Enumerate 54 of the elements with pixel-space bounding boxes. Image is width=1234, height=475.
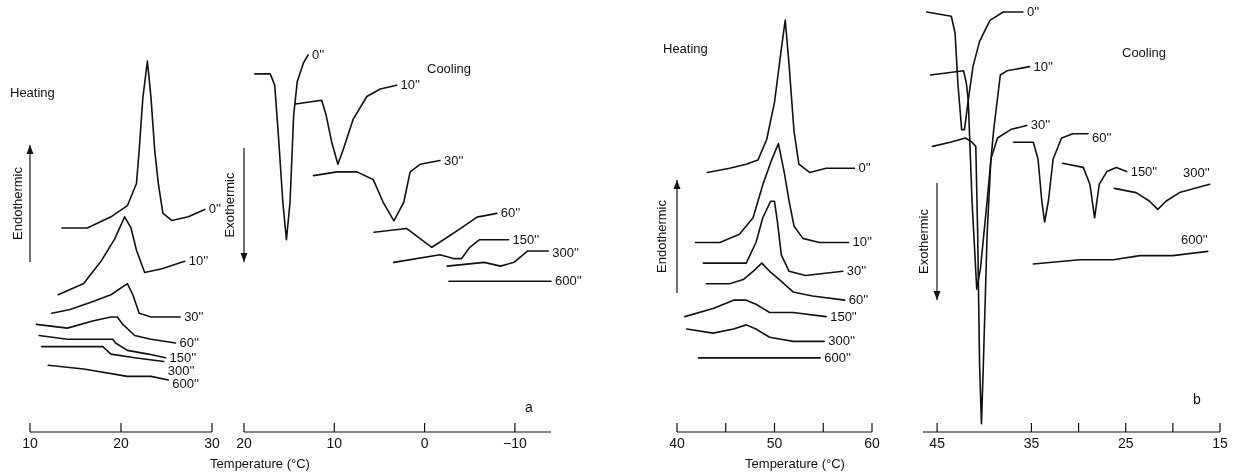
x-tick-label: 35 (1023, 435, 1040, 451)
series-label: 300'' (828, 333, 855, 349)
series-label: 60'' (1092, 130, 1112, 146)
x-tick-label: 30 (204, 435, 220, 451)
x-axis-title: Temperature (°C) (745, 456, 845, 471)
text: Cooling (1122, 45, 1167, 60)
annotation: b (1193, 391, 1201, 407)
text: Heating (663, 41, 708, 56)
series-label: 600'' (1181, 232, 1208, 248)
y-axis-title: Endothermic (654, 199, 669, 273)
y-axis-title: Exothermic (222, 172, 237, 238)
series-label: 30'' (1030, 117, 1051, 133)
annotation: a (525, 399, 533, 415)
x-tick-label: 40 (669, 435, 685, 451)
y-axis-title: Exothermic (916, 208, 931, 275)
series-label: 10'' (1033, 58, 1053, 74)
series-label: 300'' (167, 362, 195, 378)
series-label: 30'' (443, 152, 464, 168)
series-label: 60'' (179, 334, 200, 350)
x-tick-label: 25 (1117, 435, 1134, 451)
series-label: 10'' (400, 77, 421, 93)
series-label: 600'' (172, 375, 199, 391)
x-tick-label: 10 (326, 435, 343, 451)
series-label: 30'' (846, 263, 867, 279)
series-label: 150'' (830, 308, 857, 324)
series-label: 150'' (1130, 163, 1158, 179)
series-label: 0'' (312, 47, 325, 62)
series-label: 0'' (208, 201, 221, 217)
x-tick-label: 10 (22, 435, 38, 451)
y-axis-title: Endothermic (10, 166, 25, 240)
series-label: 60'' (500, 205, 521, 221)
series-label: 0'' (858, 160, 871, 176)
x-tick-label: 20 (113, 435, 129, 451)
series-label: 30'' (184, 308, 204, 324)
x-tick-label: 20 (236, 435, 252, 451)
series-label: 150'' (512, 231, 540, 247)
x-tick-label: 50 (766, 435, 783, 451)
series-label: 600'' (824, 349, 851, 365)
series-label: 600'' (555, 273, 582, 289)
series-label: 300'' (552, 244, 579, 260)
x-tick-label: 0 (420, 435, 429, 451)
series-label: 300'' (1182, 165, 1210, 181)
series-label: 60'' (848, 292, 869, 308)
x-tick-label: 60 (864, 435, 880, 451)
series-label: 150'' (169, 349, 197, 365)
series-label: 0'' (1026, 4, 1040, 19)
text: Cooling (427, 61, 472, 76)
series-label: 10'' (852, 234, 873, 250)
series-label: 10'' (188, 253, 209, 269)
text: Heating (10, 85, 55, 100)
x-axis-title: Temperature (°C) (210, 456, 310, 471)
x-tick-label: 45 (929, 435, 946, 451)
x-tick-label: 15 (1212, 435, 1228, 451)
x-tick-label: −10 (503, 435, 527, 451)
